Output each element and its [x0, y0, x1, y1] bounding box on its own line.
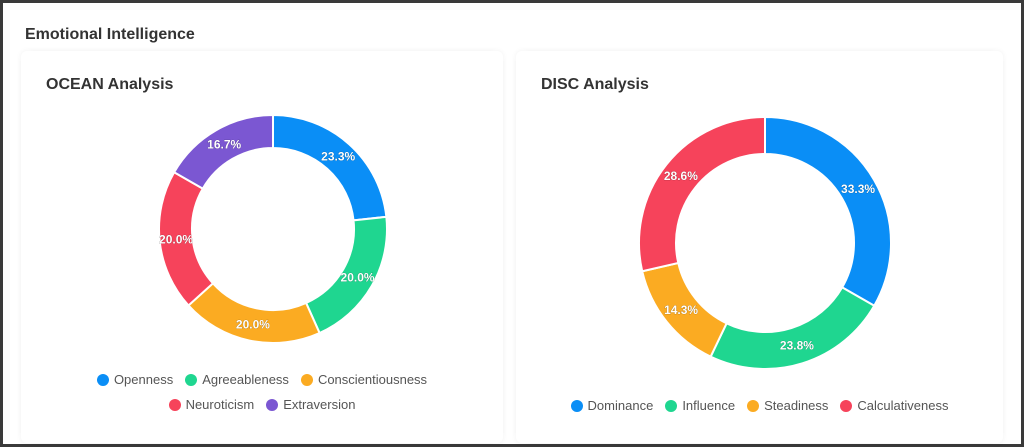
- legend-dot-icon: [570, 399, 583, 412]
- legend-dot-icon: [747, 399, 760, 412]
- legend-item-influence[interactable]: Influence: [665, 398, 735, 413]
- legend-dot-icon: [185, 373, 198, 386]
- legend-label: Extraversion: [283, 397, 356, 412]
- legend-dot-icon: [300, 373, 313, 386]
- legend-item-extraversion[interactable]: Extraversion: [266, 397, 355, 412]
- legend-label: Influence: [682, 398, 736, 413]
- slice-label-extraversion: 16.7%: [207, 138, 241, 152]
- slice-label-calculativeness: 28.6%: [664, 169, 698, 183]
- legend-dot-icon: [665, 399, 678, 412]
- legend-item-calculativeness[interactable]: Calculativeness: [840, 398, 948, 413]
- legend-label: Openness: [113, 372, 174, 387]
- legend-label: Neuroticism: [185, 397, 255, 412]
- slice-dominance[interactable]: [764, 115, 892, 308]
- legend-label: Calculativeness: [857, 398, 949, 413]
- legend-item-neuroticism[interactable]: Neuroticism: [168, 397, 255, 412]
- slice-openness[interactable]: [272, 113, 388, 222]
- slice-label-agreeableness: 20.0%: [341, 271, 375, 285]
- slice-conscientiousness[interactable]: [187, 281, 321, 344]
- slice-label-steadiness: 14.3%: [664, 303, 698, 317]
- legend-row: Neuroticism Extraversion: [21, 397, 503, 412]
- legend-label: Steadiness: [764, 398, 829, 413]
- slice-label-openness: 23.3%: [321, 149, 355, 163]
- legend-item-conscientiousness[interactable]: Conscientiousness: [300, 372, 428, 387]
- slice-extraversion[interactable]: [172, 113, 274, 191]
- disc-card: DISC Analysis 33.3% 23.8% 14.3% 28.6% Domin…: [516, 51, 1003, 443]
- slice-calculativeness[interactable]: [638, 115, 766, 273]
- legend-dot-icon: [266, 398, 279, 411]
- legend-dot-icon: [840, 399, 853, 412]
- legend-dot-icon: [96, 373, 109, 386]
- slice-influence[interactable]: [709, 285, 876, 370]
- ocean-chart-title: OCEAN Analysis: [46, 76, 174, 93]
- legend-label: Agreeableness: [202, 372, 289, 387]
- legend-row: Openness Agreeableness Conscientiousness: [21, 372, 503, 387]
- section-title: Emotional Intelligence: [25, 26, 195, 43]
- slice-label-conscientiousness: 20.0%: [236, 317, 270, 331]
- legend-label: Dominance: [587, 398, 654, 413]
- legend-item-agreeableness[interactable]: Agreeableness: [185, 372, 289, 387]
- ocean-card: OCEAN Analysis 23.3% 20.0% 20.0% 20.0% 16.7%…: [21, 51, 503, 443]
- disc-donut-chart: 33.3% 23.8% 14.3% 28.6%: [638, 115, 892, 370]
- legend-item-steadiness[interactable]: Steadiness: [747, 398, 828, 413]
- legend-item-dominance[interactable]: Dominance: [570, 398, 654, 413]
- disc-chart-title: DISC Analysis: [541, 76, 649, 93]
- legend-dot-icon: [168, 398, 181, 411]
- legend-row: Dominance Influence Steadiness Calculativen…: [516, 398, 1003, 413]
- legend-label: Conscientiousness: [317, 372, 428, 387]
- slice-label-dominance: 33.3%: [841, 182, 875, 196]
- slice-label-influence: 23.8%: [780, 339, 814, 353]
- ocean-donut-chart: 23.3% 20.0% 20.0% 20.0% 16.7%: [158, 113, 388, 344]
- legend-item-openness[interactable]: Openness: [96, 372, 174, 387]
- slice-label-neuroticism: 20.0%: [159, 232, 193, 246]
